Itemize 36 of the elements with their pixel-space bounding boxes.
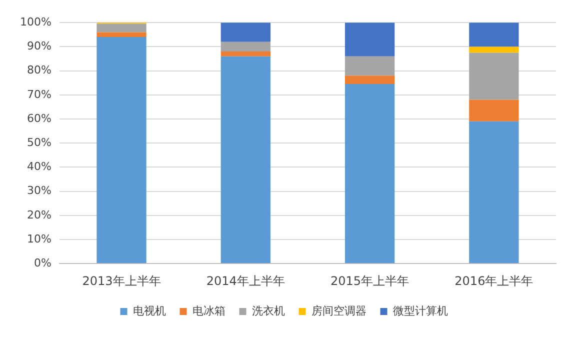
x-tick-label: 2016年上半年 <box>454 274 534 288</box>
bar <box>469 22 519 47</box>
bar <box>344 84 395 264</box>
bar <box>96 32 146 38</box>
bar <box>469 100 519 122</box>
y-tick-label: 40% <box>26 160 52 174</box>
bar <box>220 52 270 56</box>
y-tick-label: 10% <box>26 232 52 246</box>
y-tick-label: 70% <box>26 88 52 101</box>
x-tick-label: 2014年上半年 <box>206 274 285 288</box>
y-tick-label: 80% <box>26 64 52 77</box>
bar <box>469 46 519 53</box>
legend-label: 电冰箱 <box>192 304 226 318</box>
bar <box>96 24 146 32</box>
bar <box>344 76 395 84</box>
y-tick-label: 0% <box>34 256 52 270</box>
legend-label: 房间空调器 <box>311 304 366 318</box>
y-tick-label: 90% <box>26 40 52 53</box>
bar <box>469 121 519 264</box>
bar <box>220 22 270 42</box>
legend-label: 微型计算机 <box>392 304 448 318</box>
y-tick-label: 100% <box>20 15 52 28</box>
bar <box>344 22 395 56</box>
bar <box>469 52 519 100</box>
y-tick-label: 60% <box>26 112 52 125</box>
x-tick-label: 2013年上半年 <box>82 274 161 288</box>
y-tick-label: 50% <box>26 136 52 149</box>
bar <box>220 56 270 264</box>
bar <box>96 37 146 264</box>
x-tick-label: 2015年上半年 <box>330 274 410 288</box>
bar <box>220 42 270 52</box>
legend-label: 洗衣机 <box>252 304 285 318</box>
legend-label: 电视机 <box>132 304 166 318</box>
bar <box>344 56 395 76</box>
y-tick-label: 30% <box>26 184 52 198</box>
y-tick-label: 20% <box>26 208 52 222</box>
